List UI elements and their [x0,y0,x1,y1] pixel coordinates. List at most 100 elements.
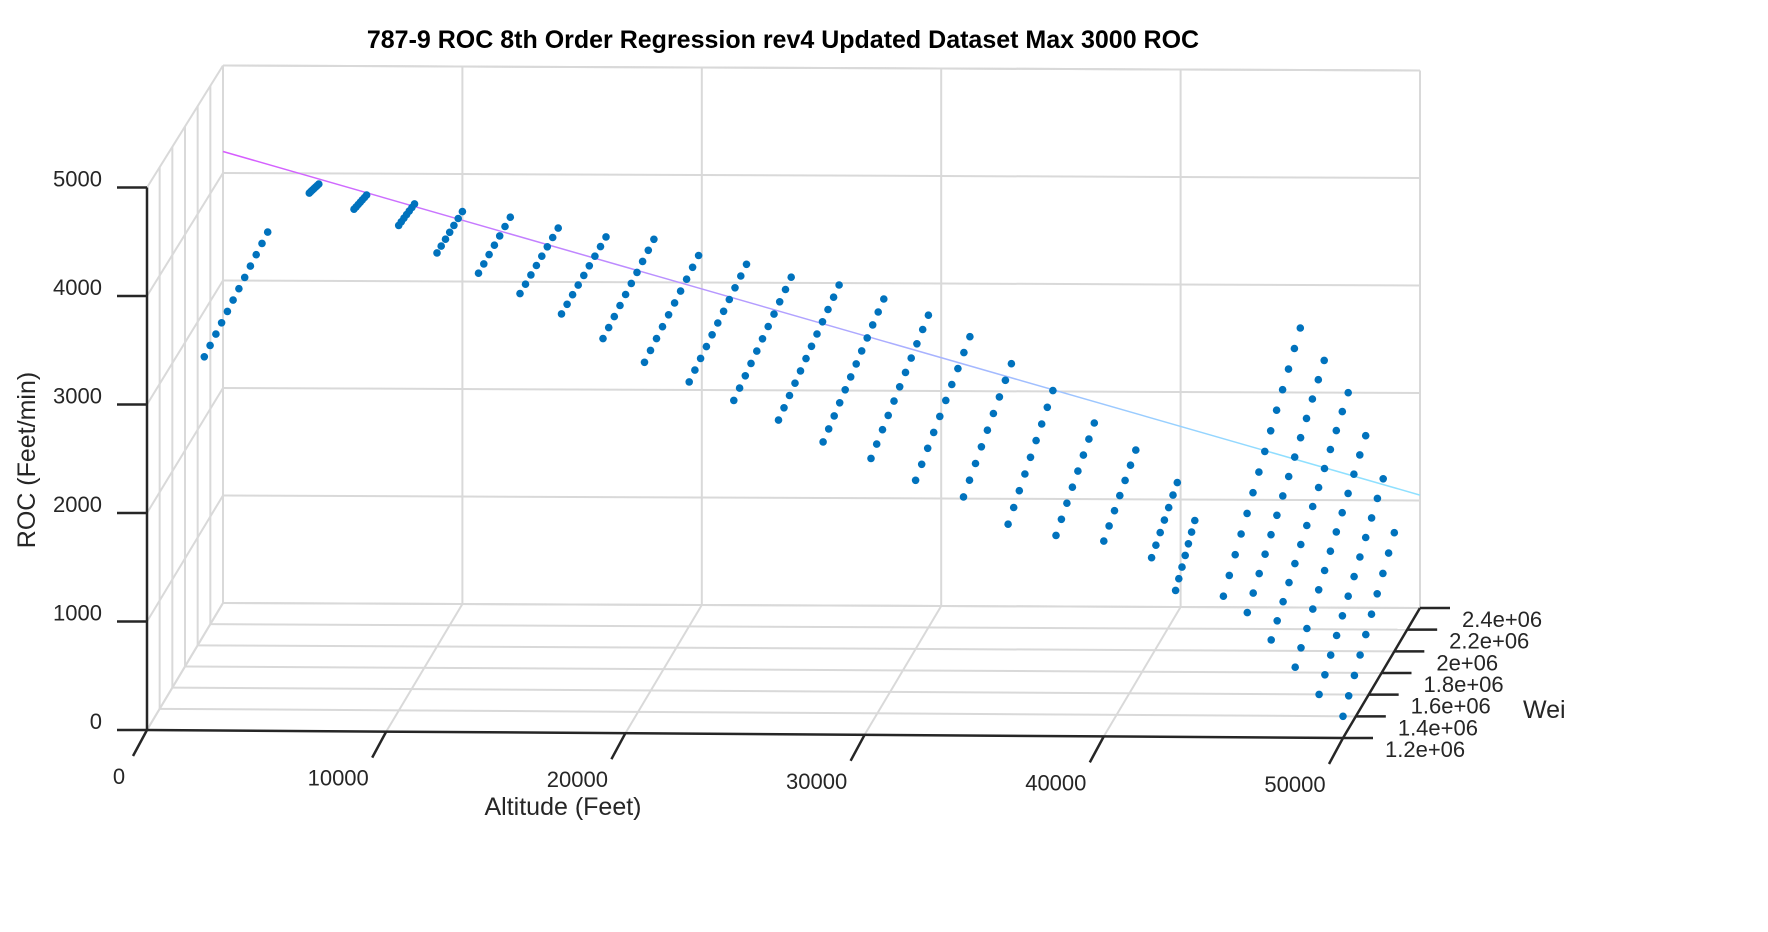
data-point [1344,592,1352,600]
data-point [1338,612,1347,620]
data-point [1243,509,1251,518]
data-point [1332,528,1341,536]
data-point [362,191,371,199]
data-point [1079,451,1088,459]
grid-line [172,686,1369,696]
data-point [787,273,795,282]
data-point [1367,514,1376,522]
data-point [1043,403,1052,412]
data-point [1052,531,1060,540]
data-point [1296,324,1305,332]
data-point [835,281,843,289]
data-point [521,280,530,289]
z-tick-label: 3000 [53,384,102,409]
z-tick-label: 0 [90,709,102,734]
data-point [206,341,214,350]
data-point [1390,528,1399,537]
data-point [240,273,249,282]
z-tick-label: 2000 [53,492,102,517]
data-point [1291,663,1299,671]
data-point [235,284,243,293]
data-point [1110,506,1119,515]
data-point [737,272,745,280]
data-point [708,331,716,339]
data-point [1326,651,1335,659]
x-tick [610,732,627,760]
data-point [781,285,790,294]
data-point [1255,468,1263,476]
data-point [895,383,904,391]
data-point [650,235,658,244]
z-tick-label: 4000 [53,275,102,300]
data-point [1273,511,1281,520]
data-point [971,459,980,468]
data-point [796,367,805,375]
data-point [753,347,761,355]
data-point [1290,453,1299,461]
data-point [591,252,599,260]
data-point [410,200,419,208]
data-point [1308,395,1317,403]
x-tick-label: 30000 [786,769,847,794]
data-point [965,476,974,485]
grid-line [184,665,1382,674]
data-point [917,460,926,469]
data-point [880,295,888,303]
z-tick-label: 1000 [53,601,102,626]
grid-line [146,494,224,623]
data-point [846,373,855,381]
data-point [1373,590,1381,598]
data-point [1063,499,1071,508]
data-point [1231,550,1239,559]
data-point [770,310,778,318]
data-point [1320,566,1329,575]
data-point [1181,551,1189,560]
x-tick [1088,735,1105,763]
data-point [554,224,562,232]
data-point [807,342,816,351]
data-point [1384,549,1393,557]
x-tick [1327,737,1345,765]
data-point [1339,712,1347,721]
data-point [1297,540,1305,549]
data-point [764,322,772,331]
data-point [1152,541,1160,549]
x-axis-line [146,728,1344,740]
data-point [1361,431,1370,440]
data-point [1332,426,1341,435]
data-point [1007,359,1016,368]
data-point [263,228,272,236]
data-point [682,275,691,284]
data-point [1160,516,1169,524]
data-point [527,271,535,279]
data-point [890,397,898,405]
data-point [223,307,232,316]
grid-line [222,64,1421,72]
data-point [1243,608,1252,617]
data-point [829,293,838,302]
data-point [1278,385,1287,394]
data-point [1379,475,1387,483]
y-tick-label: 1.8e+06 [1424,672,1504,697]
data-point [1314,483,1323,492]
data-point [1187,528,1196,536]
y-axis-label: Wei [1523,696,1566,724]
data-point [1338,407,1347,416]
data-point [485,250,493,259]
data-point [532,261,541,270]
data-point [616,301,624,310]
data-point [966,332,974,341]
x-tick-label: 10000 [308,766,369,791]
data-point [959,493,968,501]
data-point [923,444,932,453]
x-tick [131,729,149,757]
x-tick [371,731,388,759]
data-point [1284,472,1293,481]
data-point [924,311,933,320]
data-point [1297,644,1305,652]
data-point [217,319,226,327]
data-point [1350,572,1358,581]
data-point [918,325,927,334]
data-point [501,222,509,231]
data-point [1267,636,1275,644]
